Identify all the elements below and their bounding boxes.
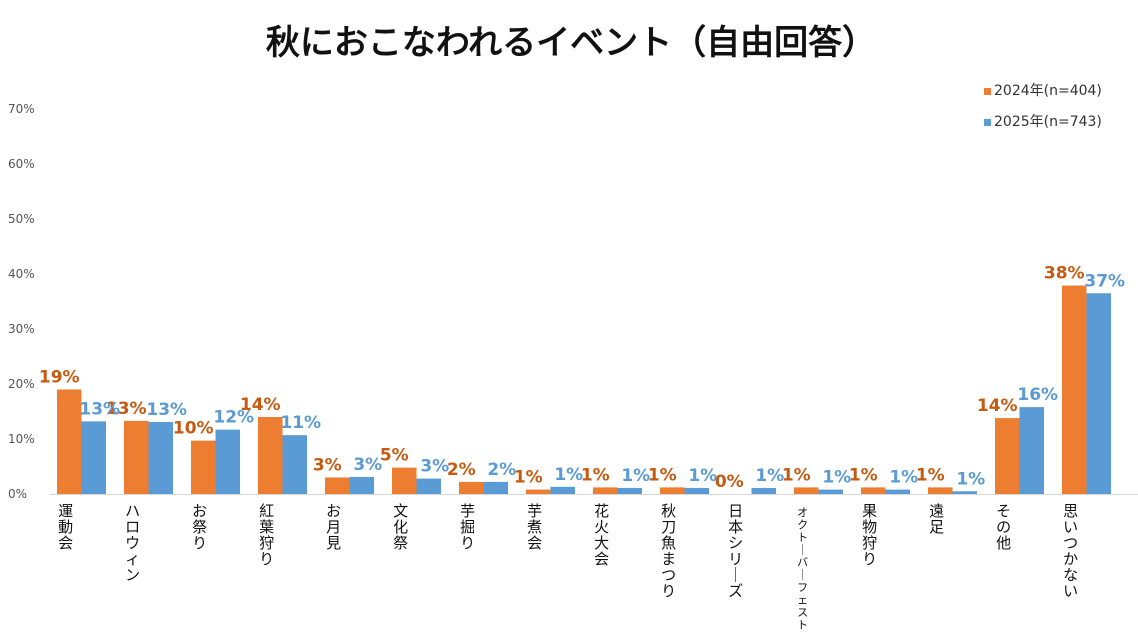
- bar: [81, 421, 106, 494]
- y-tick-label: 50%: [8, 212, 35, 226]
- category-label: 花火大会: [594, 502, 609, 568]
- category-label: お月見: [326, 502, 341, 552]
- bar: [349, 476, 374, 494]
- bar: [258, 417, 283, 494]
- bar: [526, 489, 551, 494]
- category-label: 果物狩り: [862, 502, 877, 568]
- y-tick-label: 60%: [8, 157, 35, 171]
- data-label: 1%: [849, 465, 878, 485]
- bar: [952, 491, 977, 494]
- legend: 2024年(n=404) 2025年(n=743): [984, 83, 1102, 130]
- bar: [794, 487, 819, 494]
- data-label: 13%: [79, 399, 120, 419]
- chart-title: 秋におこなわれるイベント（自由回答）: [266, 23, 876, 63]
- bar: [57, 389, 82, 494]
- y-tick-label: 10%: [8, 432, 35, 446]
- data-label: 2%: [487, 460, 516, 480]
- category-label: 芋煮会: [527, 502, 542, 552]
- bar: [148, 421, 173, 494]
- data-label: 13%: [146, 400, 187, 420]
- category-label: その他: [996, 502, 1011, 552]
- category-label: お祭り: [192, 502, 207, 552]
- data-label: 37%: [1084, 271, 1125, 291]
- category-label: 遠足: [929, 502, 944, 536]
- category-label: オクト｜バ｜フェスト: [797, 506, 808, 632]
- bars: [57, 285, 1111, 494]
- data-label: 1%: [554, 465, 583, 485]
- data-label: 19%: [39, 368, 80, 388]
- data-label: 1%: [581, 465, 610, 485]
- data-label: 13%: [106, 399, 147, 419]
- y-tick-label: 70%: [8, 102, 35, 116]
- y-axis: 0% 10% 20% 30% 40% 50% 60% 70%: [8, 102, 35, 501]
- data-label: 3%: [313, 456, 342, 476]
- data-label: 11%: [280, 413, 321, 433]
- y-tick-label: 0%: [8, 487, 27, 501]
- category-label: 思いつかない: [1063, 502, 1078, 600]
- bar: [325, 477, 350, 494]
- bar: [550, 486, 575, 494]
- y-tick-label: 30%: [8, 322, 35, 336]
- data-label: 3%: [353, 455, 382, 475]
- bar: [617, 487, 642, 494]
- data-label: 2%: [447, 460, 476, 480]
- bar: [593, 487, 618, 494]
- bar: [392, 467, 417, 494]
- category-label: 芋掘り: [460, 502, 475, 552]
- legend-swatch: [984, 88, 991, 95]
- data-label: 16%: [1017, 385, 1058, 405]
- x-axis: 運動会 ハロウィン お祭り 紅葉狩り お月見 文化祭 芋掘り 芋煮会 花火大会 秋刀魚まつり 日本シ…: [50, 494, 1138, 632]
- data-labels: 19%13%10%14%3% 5%2% 1% 1% 1% 0% 1% 1% 1%14%38%13…: [39, 264, 1125, 492]
- data-label: 1%: [822, 468, 851, 488]
- bar: [1086, 293, 1111, 494]
- y-tick-label: 20%: [8, 377, 35, 391]
- bar: [215, 429, 240, 494]
- bar: [282, 435, 307, 494]
- category-label: 文化祭: [393, 502, 408, 552]
- bar: [928, 487, 953, 494]
- bar: [483, 481, 508, 494]
- data-label: 1%: [956, 469, 985, 489]
- data-label: 38%: [1044, 264, 1085, 284]
- legend-label: 2025年(n=743): [994, 114, 1102, 130]
- bar: [1019, 407, 1044, 494]
- category-label: 日本シリ｜ズ: [728, 502, 743, 600]
- data-label: 10%: [173, 419, 214, 439]
- y-tick-label: 40%: [8, 267, 35, 281]
- category-label: 紅葉狩り: [259, 502, 274, 568]
- bar: [660, 487, 685, 494]
- data-label: 3%: [420, 457, 449, 477]
- bar: [459, 481, 484, 494]
- bar: [191, 440, 216, 494]
- bar: [124, 420, 149, 494]
- data-label: 1%: [621, 466, 650, 486]
- data-label: 1%: [782, 465, 811, 485]
- data-label: 1%: [648, 465, 677, 485]
- data-label: 0%: [715, 472, 744, 492]
- bar: [885, 489, 910, 494]
- data-label: 5%: [380, 446, 409, 466]
- bar: [684, 487, 709, 494]
- data-label: 12%: [213, 408, 254, 428]
- category-label: ハロウィン: [125, 502, 140, 584]
- bar: [751, 487, 776, 494]
- data-label: 1%: [755, 466, 784, 486]
- data-label: 1%: [916, 465, 945, 485]
- data-label: 1%: [514, 468, 543, 488]
- data-label: 14%: [977, 396, 1018, 416]
- bar: [416, 478, 441, 494]
- bar: [995, 418, 1020, 494]
- category-label: 運動会: [58, 502, 73, 552]
- data-label: 14%: [240, 395, 281, 415]
- category-label: 秋刀魚まつり: [661, 502, 676, 600]
- data-label: 1%: [688, 466, 717, 486]
- legend-label: 2024年(n=404): [994, 83, 1102, 99]
- legend-swatch: [984, 119, 991, 126]
- data-label: 1%: [889, 468, 918, 488]
- bar: [861, 487, 886, 494]
- bar: [818, 489, 843, 494]
- bar: [1062, 285, 1087, 494]
